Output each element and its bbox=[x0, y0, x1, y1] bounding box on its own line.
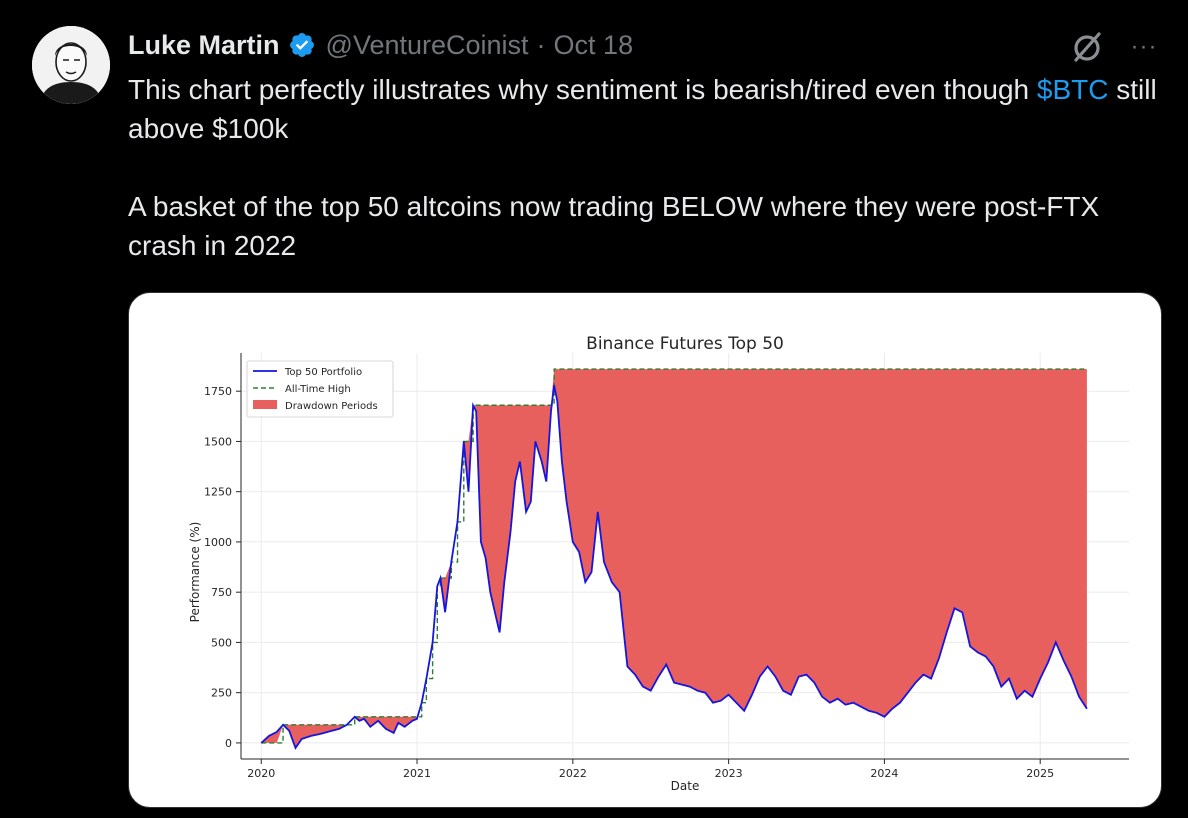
y-tick-label: 500 bbox=[211, 636, 232, 649]
x-tick-label: 2025 bbox=[1026, 767, 1054, 780]
verified-badge-icon bbox=[289, 33, 314, 57]
y-tick-label: 250 bbox=[211, 687, 232, 700]
all-time-high-line bbox=[261, 368, 1087, 744]
chart-legend: Top 50 Portfolio All-Time High Drawdown … bbox=[246, 360, 394, 418]
tweet-paragraph-1: This chart perfectly illustrates why sen… bbox=[128, 70, 1158, 148]
legend-item-drawdown: Drawdown Periods bbox=[285, 401, 378, 412]
chart: Binance Futures Top 50 0 250 500 750 1000 125… bbox=[188, 334, 1129, 793]
x-axis-label: Date bbox=[671, 779, 700, 793]
author-name[interactable]: Luke Martin bbox=[128, 29, 280, 60]
top50-portfolio-line bbox=[260, 385, 1088, 750]
y-tick-label: 1250 bbox=[204, 486, 232, 499]
y-tick-label: 1500 bbox=[204, 435, 232, 448]
tweet-header: Luke Martin @VentureCoinist · Oct 18 bbox=[128, 26, 633, 64]
legend-swatch-drawdown bbox=[253, 400, 277, 409]
avatar[interactable] bbox=[32, 26, 110, 104]
drawdown-area bbox=[261, 369, 1087, 748]
separator-dot: · bbox=[536, 29, 546, 60]
tweet-date[interactable]: Oct 18 bbox=[553, 29, 634, 60]
grok-icon[interactable] bbox=[1068, 28, 1106, 66]
more-options-icon[interactable]: ··· bbox=[1130, 33, 1158, 60]
tweet-paragraph-2: A basket of the top 50 altcoins now trad… bbox=[128, 191, 1100, 261]
tweet-text: This chart perfectly illustrates why sen… bbox=[128, 70, 1158, 265]
y-tick-label: 1000 bbox=[204, 536, 232, 549]
legend-item-ath: All-Time High bbox=[285, 384, 351, 395]
x-tick-label: 2022 bbox=[559, 767, 587, 780]
y-tick-label: 0 bbox=[225, 737, 232, 750]
x-tick-label: 2024 bbox=[870, 767, 898, 780]
x-tick-label: 2021 bbox=[403, 767, 431, 780]
y-tick-label: 750 bbox=[211, 586, 232, 599]
y-tick-label: 1750 bbox=[204, 385, 232, 398]
chart-title: Binance Futures Top 50 bbox=[586, 334, 784, 354]
cashtag-btc-link[interactable]: $BTC bbox=[1036, 74, 1109, 105]
legend-item-portfolio: Top 50 Portfolio bbox=[284, 367, 362, 378]
y-axis-label: Performance (%) bbox=[188, 522, 202, 623]
text-line1-b: still above $100k bbox=[128, 74, 1157, 144]
x-tick-label: 2020 bbox=[247, 767, 275, 780]
text-line1-a: This chart perfectly illustrates why sen… bbox=[128, 74, 1037, 105]
author-handle[interactable]: @VentureCoinist bbox=[325, 29, 529, 60]
tweet-media-image[interactable]: Binance Futures Top 50 0 250 500 750 1000 125… bbox=[128, 292, 1162, 808]
x-tick-label: 2023 bbox=[715, 767, 743, 780]
